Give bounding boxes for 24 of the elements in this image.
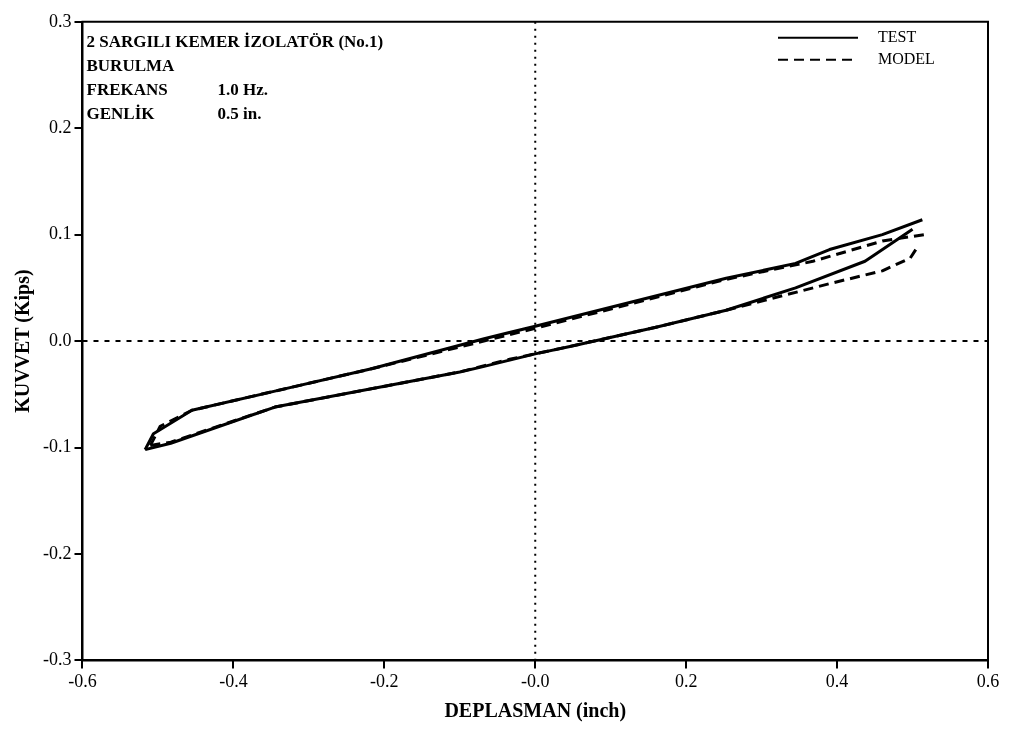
legend-label: TEST <box>878 28 917 45</box>
x-tick-label: -0.4 <box>219 670 248 691</box>
annotation: 2 SARGILI KEMER İZOLATÖR (No.1) <box>86 31 384 51</box>
y-tick-label: 0.0 <box>48 329 72 350</box>
y-tick-label: 0.2 <box>48 116 72 137</box>
y-tick-label: 0.3 <box>48 10 72 31</box>
y-tick-label: 0.1 <box>48 223 72 244</box>
annotation: 1.0 Hz. <box>217 79 269 99</box>
annotation: GENLİK <box>86 103 156 123</box>
y-tick-label: -0.3 <box>42 649 72 670</box>
x-tick-label: -0.6 <box>68 670 97 691</box>
x-tick-label: 0.4 <box>825 670 849 691</box>
y-tick-label: -0.1 <box>42 436 72 457</box>
annotation: FREKANS <box>86 79 168 99</box>
annotation: 0.5 in. <box>217 103 262 123</box>
x-axis-title: DEPLASMAN (inch) <box>444 699 627 723</box>
y-tick-label: -0.2 <box>42 542 72 563</box>
x-tick-label: -0.2 <box>370 670 399 691</box>
x-tick-label: 0.2 <box>674 670 698 691</box>
y-axis-title: KUVVET (Kips) <box>11 269 35 413</box>
x-tick-label: 0.6 <box>976 670 1000 691</box>
x-tick-label: -0.0 <box>521 670 550 691</box>
legend-label: MODEL <box>878 50 935 67</box>
annotation: BURULMA <box>86 55 176 75</box>
